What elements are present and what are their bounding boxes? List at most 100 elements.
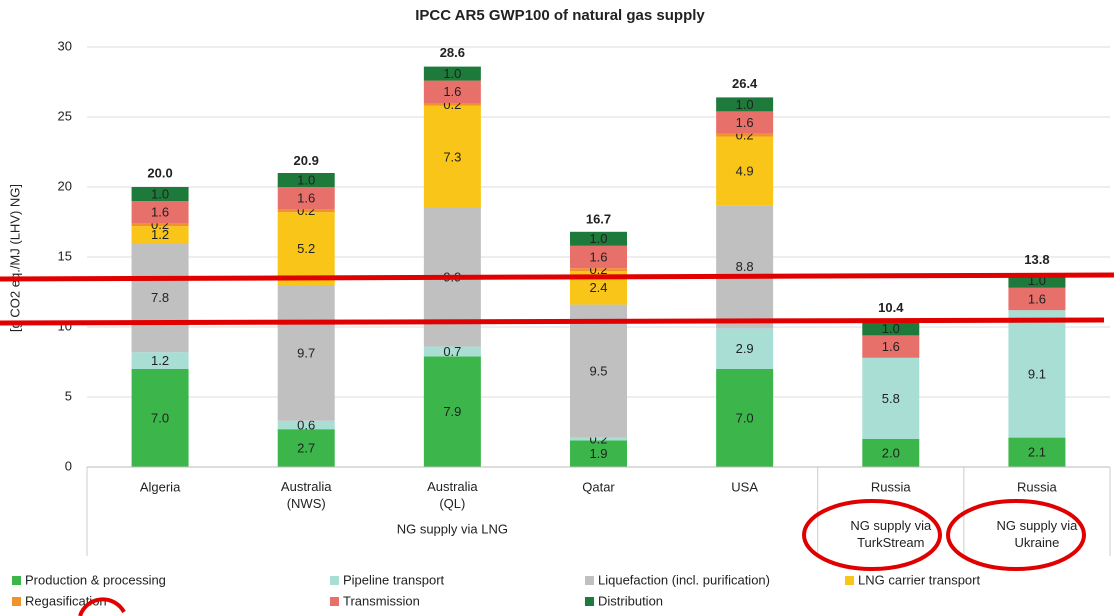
- x-tick-label: Australia (QL): [427, 479, 478, 511]
- bar-segment: [570, 437, 627, 441]
- legend-label: LNG carrier transport: [858, 572, 980, 587]
- data-label: 7.0: [151, 410, 169, 425]
- bar-segment: [862, 335, 920, 358]
- data-label: 2.9: [736, 341, 754, 356]
- legend-swatch: [585, 597, 594, 606]
- data-label: 9.5: [589, 364, 607, 379]
- legend-label: Pipeline transport: [343, 572, 445, 587]
- bar-segment: [131, 187, 189, 201]
- total-label: 13.8: [1024, 252, 1049, 267]
- data-label: 1.6: [151, 205, 169, 220]
- chart-title: IPCC AR5 GWP100 of natural gas supply: [415, 7, 705, 24]
- data-label: 1.0: [443, 66, 461, 81]
- data-label: 1.6: [443, 84, 461, 99]
- bar-segment: [862, 357, 920, 439]
- bar-segment: [1008, 310, 1066, 438]
- y-tick-label: 25: [58, 108, 72, 123]
- bar-segment: [716, 205, 774, 329]
- bar-segment: [131, 352, 189, 369]
- bar-segment: [862, 321, 920, 336]
- y-tick-label: 0: [65, 458, 72, 473]
- data-label: 2.4: [589, 280, 607, 295]
- y-tick-label: 20: [58, 178, 72, 193]
- bar-segment: [423, 66, 481, 81]
- red-circle: [78, 597, 126, 616]
- group-label: NG supply via LNG: [397, 521, 508, 536]
- total-label: 16.7: [586, 212, 611, 227]
- red-circle: [946, 499, 1086, 571]
- legend-label: Production & processing: [25, 572, 166, 587]
- data-label: 1.9: [589, 446, 607, 461]
- bar-segment: [423, 80, 481, 103]
- bar-segment: [716, 111, 774, 134]
- total-label: 26.4: [732, 76, 758, 91]
- data-label: 9.7: [297, 345, 315, 360]
- legend-swatch: [585, 576, 594, 585]
- bar-segment: [570, 440, 627, 467]
- bar-segment: [277, 187, 335, 210]
- legend-swatch: [12, 576, 21, 585]
- data-label: 1.0: [297, 172, 315, 187]
- bar-segment: [423, 103, 481, 106]
- bar-segment: [570, 268, 627, 271]
- bar-segment: [716, 369, 774, 467]
- group-label: NG supply via TurkStream: [850, 518, 932, 550]
- legend-swatch: [845, 576, 854, 585]
- annotations: [0, 272, 1114, 616]
- y-tick-label: 30: [58, 38, 72, 53]
- data-label: 1.2: [151, 353, 169, 368]
- data-label: 1.0: [589, 231, 607, 246]
- bar-segment: [277, 173, 335, 187]
- data-label: 4.9: [736, 163, 754, 178]
- x-tick-label: Russia: [871, 479, 912, 494]
- bar-segment: [423, 105, 481, 208]
- x-tick-label: Algeria: [140, 479, 181, 494]
- data-label: 7.9: [443, 404, 461, 419]
- total-label: 28.6: [440, 45, 465, 60]
- data-label: 7.8: [151, 290, 169, 305]
- data-label: 0.7: [443, 344, 461, 359]
- bar-segment: [570, 231, 627, 246]
- data-label: 5.8: [882, 391, 900, 406]
- x-tick-label: Qatar: [582, 479, 615, 494]
- plot: 051015202530Algeria7.01.27.81.20.21.61.0…: [12, 38, 1111, 608]
- bar-segment: [277, 285, 335, 421]
- legend-swatch: [330, 597, 339, 606]
- data-label: 1.6: [882, 339, 900, 354]
- data-label: 0.6: [297, 417, 315, 432]
- bar-segment: [131, 226, 189, 243]
- data-label: 1.6: [589, 249, 607, 264]
- legend-label: Transmission: [343, 593, 420, 608]
- bar-segment: [131, 369, 189, 467]
- data-label: 1.0: [882, 321, 900, 336]
- y-axis-label: [g CO2 eq./MJ (LHV) NG]: [7, 184, 22, 332]
- bar-segment: [277, 420, 335, 430]
- total-label: 10.4: [878, 300, 904, 315]
- bar-segment: [716, 136, 774, 206]
- data-label: 1.6: [297, 191, 315, 206]
- bar-segment: [862, 439, 920, 467]
- y-tick-label: 15: [58, 248, 72, 263]
- bar-segment: [570, 304, 627, 438]
- legend-swatch: [12, 597, 21, 606]
- red-line: [0, 272, 1114, 282]
- data-label: 5.2: [297, 241, 315, 256]
- data-label: 9.1: [1028, 366, 1046, 381]
- data-label: 1.6: [736, 115, 754, 130]
- bar-segment: [131, 223, 189, 227]
- total-label: 20.0: [147, 165, 172, 180]
- data-label: 1.6: [1028, 291, 1046, 306]
- data-label: 7.3: [443, 149, 461, 164]
- bar-segment: [1008, 287, 1066, 311]
- legend-label: Distribution: [598, 593, 663, 608]
- group-label: NG supply via Ukraine: [996, 518, 1078, 550]
- data-label: 1.0: [151, 186, 169, 201]
- bar-segment: [277, 429, 335, 467]
- bar-segment: [716, 133, 774, 137]
- data-label: 1.0: [736, 97, 754, 112]
- x-tick-label: Russia: [1017, 479, 1058, 494]
- data-label: 2.7: [297, 441, 315, 456]
- x-tick-label: USA: [731, 479, 758, 494]
- total-label: 20.9: [294, 153, 319, 168]
